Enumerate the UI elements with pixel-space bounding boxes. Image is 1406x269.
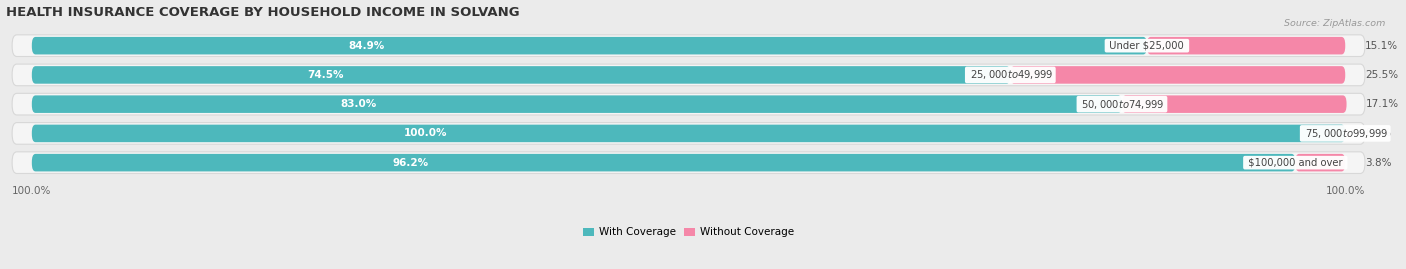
Text: 0.0%: 0.0% [1365, 128, 1391, 139]
FancyBboxPatch shape [13, 93, 1365, 115]
FancyBboxPatch shape [32, 125, 1346, 142]
FancyBboxPatch shape [32, 37, 1147, 54]
FancyBboxPatch shape [32, 95, 1122, 113]
FancyBboxPatch shape [1011, 66, 1346, 84]
Text: 100.0%: 100.0% [404, 128, 447, 139]
Text: 15.1%: 15.1% [1365, 41, 1398, 51]
FancyBboxPatch shape [13, 123, 1365, 144]
FancyBboxPatch shape [13, 152, 1365, 174]
FancyBboxPatch shape [32, 154, 1295, 171]
Legend: With Coverage, Without Coverage: With Coverage, Without Coverage [579, 223, 799, 242]
Text: 96.2%: 96.2% [392, 158, 429, 168]
FancyBboxPatch shape [1147, 37, 1346, 54]
FancyBboxPatch shape [32, 66, 1011, 84]
Text: $75,000 to $99,999: $75,000 to $99,999 [1302, 127, 1389, 140]
Text: $50,000 to $74,999: $50,000 to $74,999 [1078, 98, 1166, 111]
FancyBboxPatch shape [13, 64, 1365, 86]
Text: $100,000 and over: $100,000 and over [1244, 158, 1346, 168]
Text: HEALTH INSURANCE COVERAGE BY HOUSEHOLD INCOME IN SOLVANG: HEALTH INSURANCE COVERAGE BY HOUSEHOLD I… [6, 6, 519, 19]
Text: 83.0%: 83.0% [340, 99, 377, 109]
Text: Source: ZipAtlas.com: Source: ZipAtlas.com [1284, 19, 1385, 28]
Text: 3.8%: 3.8% [1365, 158, 1392, 168]
FancyBboxPatch shape [1295, 154, 1346, 171]
Text: 17.1%: 17.1% [1367, 99, 1399, 109]
Text: Under $25,000: Under $25,000 [1107, 41, 1187, 51]
Text: 74.5%: 74.5% [307, 70, 343, 80]
FancyBboxPatch shape [13, 35, 1365, 56]
Text: 84.9%: 84.9% [349, 41, 384, 51]
FancyBboxPatch shape [1122, 95, 1347, 113]
Text: $25,000 to $49,999: $25,000 to $49,999 [967, 68, 1054, 82]
Text: 25.5%: 25.5% [1365, 70, 1398, 80]
